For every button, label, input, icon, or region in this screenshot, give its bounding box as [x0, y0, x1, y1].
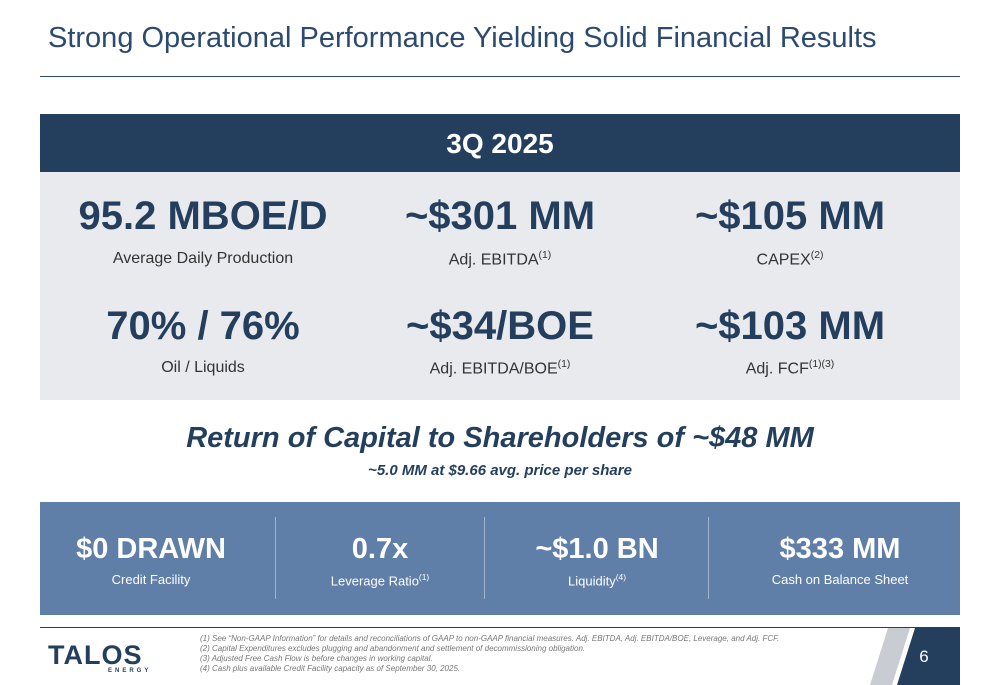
divider	[484, 517, 485, 599]
label-text: Oil / Liquids	[161, 359, 245, 376]
slide-title: Strong Operational Performance Yielding …	[48, 22, 877, 54]
metric-label: Adj. EBITDA/BOE(1)	[430, 359, 571, 378]
return-subtitle: ~5.0 MM at $9.66 avg. price per share	[368, 462, 632, 479]
balance-value: ~$1.0 BN	[535, 533, 659, 565]
note-ref: (1)(3)	[808, 359, 835, 370]
footnote: (3) Adjusted Free Cash Flow is before ch…	[200, 654, 433, 663]
label-text: Leverage Ratio	[330, 573, 419, 589]
metric-value: 70% / 76%	[106, 304, 300, 348]
footnotes: (1) See “Non-GAAP Information” for detai…	[200, 634, 779, 674]
metric-value: 95.2 MBOE/D	[78, 194, 328, 238]
balance-value: $333 MM	[779, 533, 901, 565]
period: 3Q 2025	[446, 128, 554, 159]
logo: TALOS	[48, 640, 143, 670]
tab-stripe	[870, 628, 910, 685]
footnote: (1) See “Non-GAAP Information” for detai…	[200, 634, 780, 643]
balance-label: Cash on Balance Sheet	[772, 572, 909, 587]
balance-value: $0 DRAWN	[76, 533, 226, 565]
metric-label: Adj. EBITDA(1)	[449, 250, 552, 269]
divider	[275, 517, 276, 599]
period-banner	[40, 114, 960, 172]
return-title: Return of Capital to Shareholders of ~$4…	[186, 422, 814, 454]
label-text: CAPEX	[756, 251, 811, 269]
balance-panel	[40, 502, 960, 615]
metric-value: ~$34/BOE	[406, 304, 594, 348]
metric-label: Oil / Liquids	[161, 359, 245, 377]
metric-value: ~$103 MM	[694, 304, 886, 348]
footnote: (4) Cash plus available Credit Facility …	[200, 664, 461, 673]
metric-label: Adj. FCF(1)(3)	[746, 359, 835, 378]
note-ref: (4)	[615, 572, 627, 582]
note-ref: (2)	[810, 250, 824, 261]
note-ref: (1)	[538, 250, 552, 261]
balance-value: 0.7x	[351, 533, 409, 565]
footnote: (2) Capital Expenditures excludes pluggi…	[200, 644, 586, 653]
balance-label: Liquidity(4)	[568, 572, 626, 588]
note-ref: (1)	[557, 359, 571, 370]
page-number: 6	[919, 647, 929, 666]
title-rule	[40, 76, 960, 77]
metric-value: ~$105 MM	[694, 194, 886, 238]
label-text: Adj. FCF	[745, 360, 809, 378]
metric-label: CAPEX(2)	[757, 250, 824, 269]
metric-label: Average Daily Production	[113, 250, 293, 268]
metric-value: ~$301 MM	[404, 194, 596, 238]
label-text: Cash on Balance Sheet	[771, 572, 909, 587]
page-tab	[870, 628, 960, 685]
balance-label: Credit Facility	[112, 572, 191, 587]
divider	[708, 517, 709, 599]
tab-body	[897, 628, 960, 685]
label-text: Adj. EBITDA/BOE	[429, 360, 558, 378]
balance-label: Leverage Ratio(1)	[331, 572, 429, 588]
label-text: Liquidity	[567, 573, 616, 589]
note-ref: (1)	[418, 572, 430, 582]
label-text: Credit Facility	[111, 572, 191, 587]
label-text: Average Daily Production	[112, 250, 294, 267]
label-text: Adj. EBITDA	[448, 251, 539, 269]
logo-sub: ENERGY	[108, 668, 152, 674]
metrics-panel	[40, 172, 960, 400]
footer-rule	[40, 627, 960, 628]
